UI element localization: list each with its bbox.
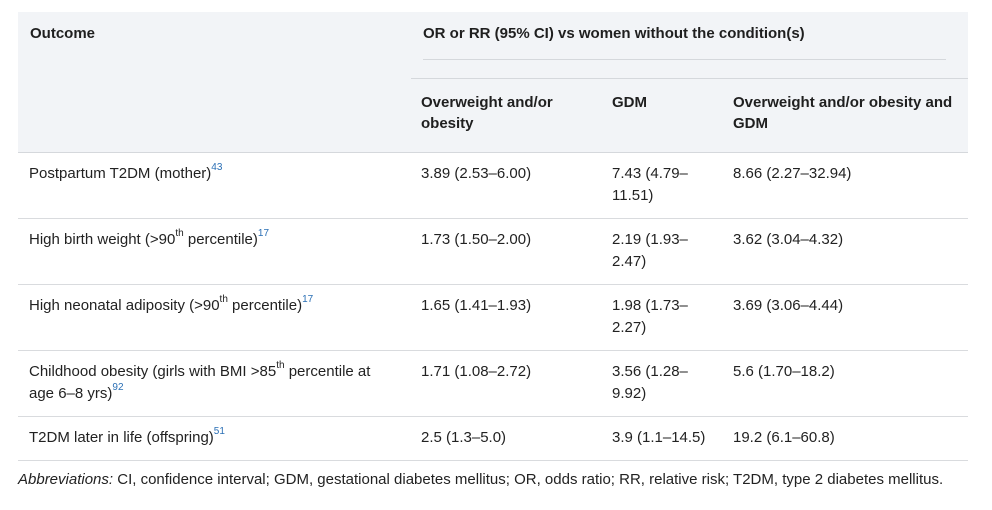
outcome-cell: Childhood obesity (girls with BMI >85th …: [18, 350, 411, 417]
gdm-value: 3.9 (1.1–14.5): [602, 416, 723, 461]
gdm-value: 3.56 (1.28–9.92): [602, 350, 723, 417]
outcome-text-cont: percentile): [183, 231, 258, 248]
table-row: High neonatal adiposity (>90th percentil…: [18, 284, 968, 351]
header-outcome: Outcome: [18, 12, 411, 153]
outcome-text: Childhood obesity (girls with BMI >85: [29, 363, 277, 380]
outcome-cell: T2DM later in life (offspring)51: [18, 416, 411, 461]
outcome-text: T2DM later in life (offspring): [29, 429, 214, 446]
both-value: 3.62 (3.04–4.32): [723, 218, 968, 285]
reference-link[interactable]: 17: [302, 294, 314, 305]
gdm-value: 2.19 (1.93–2.47): [602, 218, 723, 285]
outcome-cell: High neonatal adiposity (>90th percentil…: [18, 284, 411, 351]
outcome-cell: High birth weight (>90th percentile)17: [18, 218, 411, 285]
overweight-value: 1.71 (1.08–2.72): [411, 350, 602, 417]
gdm-value: 1.98 (1.73–2.27): [602, 284, 723, 351]
ordinal-suffix: th: [219, 294, 228, 305]
both-value: 5.6 (1.70–18.2): [723, 350, 968, 417]
footnote-text: CI, confidence interval; GDM, gestationa…: [113, 471, 944, 488]
both-value: 3.69 (3.06–4.44): [723, 284, 968, 351]
table-row: T2DM later in life (offspring)51 2.5 (1.…: [18, 416, 968, 461]
header-overweight: Overweight and/or obesity: [411, 77, 602, 154]
overweight-value: 2.5 (1.3–5.0): [411, 416, 602, 461]
header-gdm: GDM: [602, 77, 723, 154]
outcome-text: High neonatal adiposity (>90: [29, 297, 220, 314]
outcome-cell: Postpartum T2DM (mother)43: [18, 152, 411, 219]
abbreviations-footnote: Abbreviations: CI, confidence interval; …: [18, 471, 943, 488]
both-value: 19.2 (6.1–60.8): [723, 416, 968, 461]
gdm-value: 7.43 (4.79–11.51): [602, 152, 723, 219]
both-value: 8.66 (2.27–32.94): [723, 152, 968, 219]
outcome-text: High birth weight (>90: [29, 231, 176, 248]
reference-link[interactable]: 51: [213, 426, 225, 437]
reference-link[interactable]: 17: [257, 228, 270, 239]
header-row-sub: Overweight and/or obesity GDM Overweight…: [18, 77, 968, 154]
reference-link[interactable]: 92: [112, 382, 124, 393]
outcome-text-cont: percentile): [227, 297, 303, 314]
overweight-value: 1.65 (1.41–1.93): [411, 284, 602, 351]
header-group-label: OR or RR (95% CI) vs women without the c…: [423, 25, 946, 60]
outcomes-table-container: Outcome OR or RR (95% CI) vs women witho…: [18, 12, 968, 461]
overweight-value: 3.89 (2.53–6.00): [411, 152, 602, 219]
footnote-label: Abbreviations:: [18, 471, 114, 488]
header-both: Overweight and/or obesity and GDM: [723, 77, 968, 154]
ordinal-suffix: th: [276, 360, 285, 371]
outcomes-table: Outcome OR or RR (95% CI) vs women witho…: [18, 12, 968, 461]
table-row: Childhood obesity (girls with BMI >85th …: [18, 350, 968, 417]
header-row-top: Outcome OR or RR (95% CI) vs women witho…: [18, 12, 968, 153]
reference-link[interactable]: 43: [211, 162, 223, 173]
header-group: OR or RR (95% CI) vs women without the c…: [411, 12, 968, 79]
table-row: High birth weight (>90th percentile)17 1…: [18, 218, 968, 285]
overweight-value: 1.73 (1.50–2.00): [411, 218, 602, 285]
ordinal-suffix: th: [175, 228, 184, 239]
outcome-text-cont: percentile at age 6–8 yrs): [29, 363, 371, 402]
table-row: Postpartum T2DM (mother)43 3.89 (2.53–6.…: [18, 152, 968, 219]
outcome-text: Postpartum T2DM (mother): [29, 165, 212, 182]
